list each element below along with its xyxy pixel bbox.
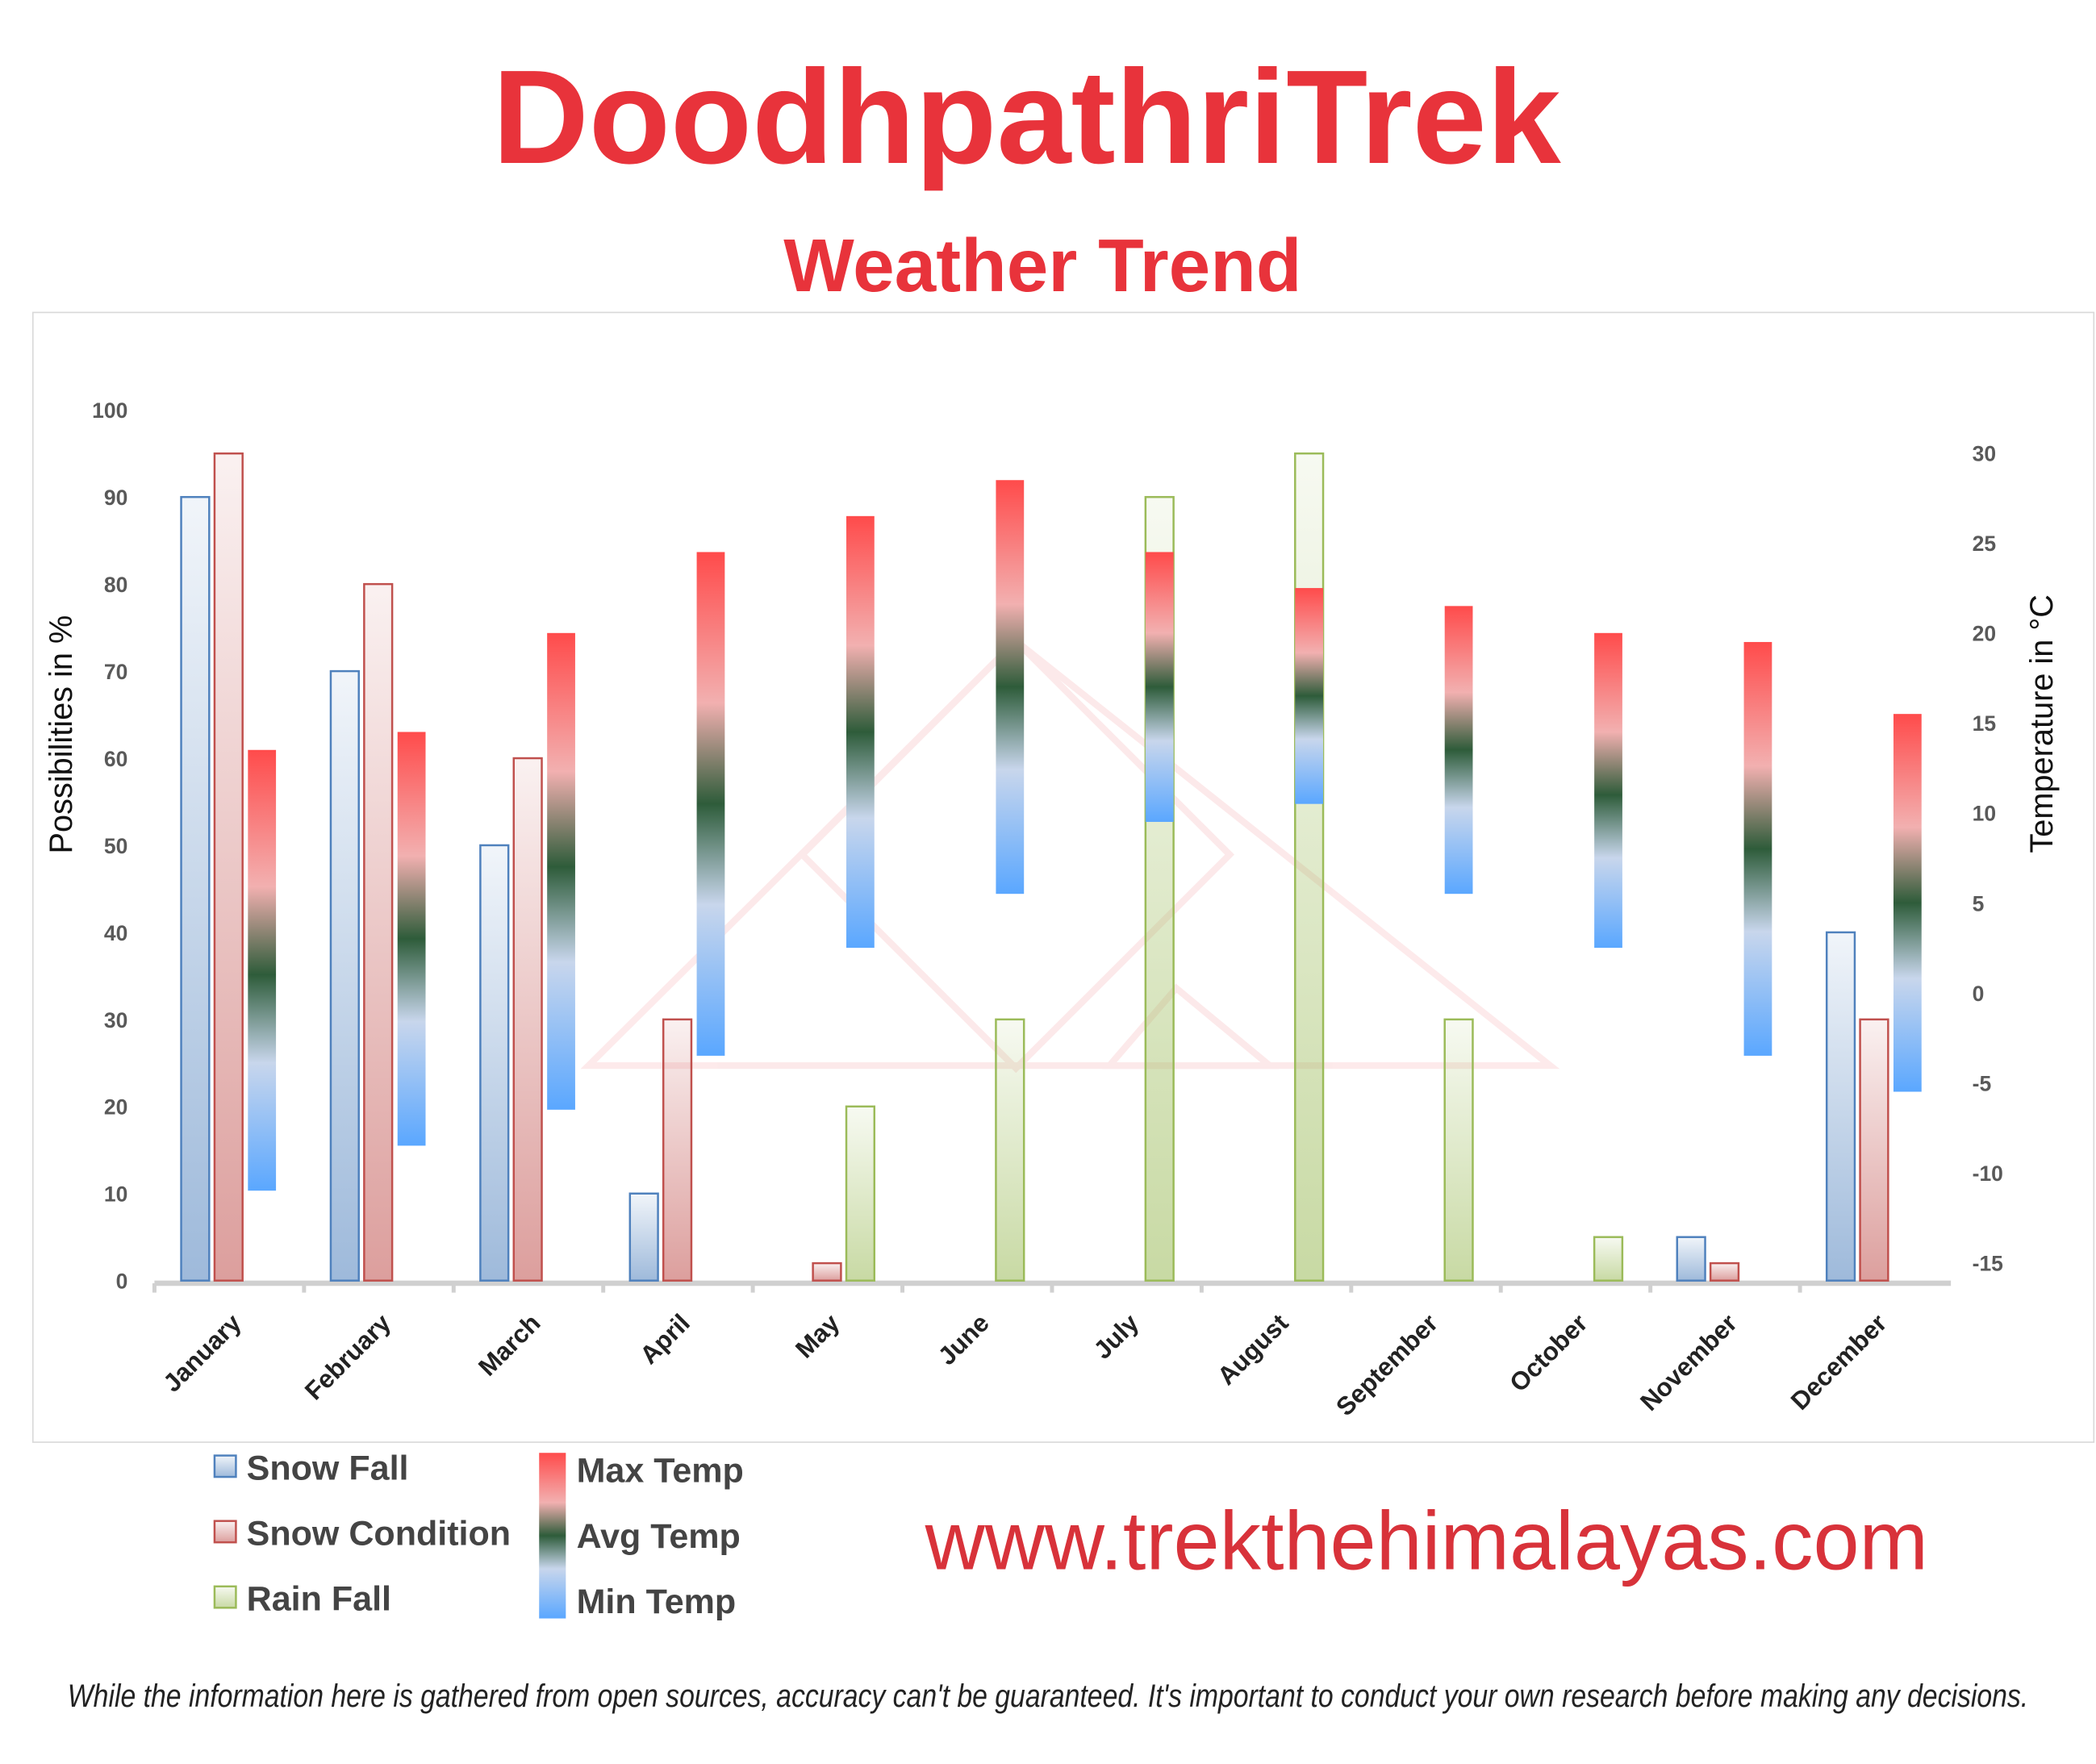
bar <box>479 844 510 1282</box>
x-tick-label: January <box>158 1308 247 1397</box>
y-tick-label: 50 <box>104 834 127 858</box>
legend-swatch <box>213 1454 237 1478</box>
y2-tick-label: 20 <box>1973 622 1996 646</box>
temperature-bar <box>1444 606 1473 895</box>
legend-swatch <box>213 1585 237 1609</box>
watermark <box>580 636 1560 1074</box>
y2-tick-label: 0 <box>1973 982 1985 1006</box>
bar <box>812 1261 842 1282</box>
legend-label: Min Temp <box>577 1583 737 1621</box>
bar <box>363 582 394 1282</box>
bar <box>1443 1018 1474 1282</box>
legend-label: Snow Condition <box>247 1514 511 1553</box>
y-tick-label: 90 <box>104 486 127 510</box>
x-tick-label: August <box>1212 1308 1294 1391</box>
temperature-bar <box>547 632 575 1110</box>
y-tick-label: 30 <box>104 1008 127 1032</box>
temperature-bar <box>1893 714 1922 1092</box>
bar <box>1825 931 1856 1282</box>
legend-swatch <box>213 1520 237 1544</box>
bar <box>512 757 543 1282</box>
y-tick-label: 80 <box>104 573 127 597</box>
y2-tick-label: -5 <box>1973 1071 1992 1095</box>
x-tick-label: December <box>1785 1309 1892 1416</box>
x-tick-label: March <box>473 1309 545 1382</box>
y2-tick-label: -10 <box>1973 1161 2003 1186</box>
y-tick-label: 70 <box>104 660 127 684</box>
legend-swatch <box>539 1453 566 1619</box>
legend-label: Rain Fall <box>247 1580 391 1619</box>
disclaimer: While the information here is gathered f… <box>68 1679 2028 1714</box>
y-tick-label: 60 <box>104 747 127 771</box>
bar <box>995 1018 1025 1282</box>
temperature-bar <box>1145 552 1174 822</box>
legend-label: Snow Fall <box>247 1449 409 1487</box>
bar <box>213 452 244 1282</box>
x-tick-label: November <box>1635 1309 1742 1416</box>
bar <box>1709 1261 1740 1282</box>
bar <box>662 1018 693 1282</box>
y2-tick-label: 5 <box>1973 891 1985 915</box>
bar <box>1593 1236 1624 1282</box>
temperature-bar <box>846 515 875 949</box>
x-tick-label: April <box>635 1309 695 1370</box>
website: www.trekthehimalayas.com <box>925 1494 1928 1587</box>
temperature-bar <box>1743 641 1772 1056</box>
bar <box>180 495 211 1282</box>
y-tick-label: 40 <box>104 921 127 945</box>
bar <box>845 1105 876 1282</box>
y-axis-label: Possibilities in % <box>44 615 79 854</box>
x-tick-label: July <box>1088 1308 1145 1365</box>
y-tick-label: 20 <box>104 1095 127 1120</box>
y2-tick-label: 25 <box>1973 532 1996 556</box>
temperature-bar <box>1295 588 1324 804</box>
bar <box>1294 452 1325 1282</box>
y2-tick-label: 15 <box>1973 711 1996 736</box>
y2-tick-label: 10 <box>1973 802 1996 826</box>
x-tick-label: February <box>299 1308 396 1405</box>
x-tick-label: June <box>933 1309 995 1371</box>
y-tick-label: 10 <box>104 1182 127 1207</box>
chart-title: DoodhpathriTrek <box>492 43 1561 192</box>
chart-subtitle: Weather Trend <box>783 223 1301 307</box>
y2-axis-label: Temperature in °C <box>2024 594 2060 853</box>
bar <box>1676 1236 1706 1282</box>
x-tick-label: September <box>1330 1309 1443 1422</box>
plot-frame <box>31 311 2095 1443</box>
temperature-bar <box>248 749 277 1191</box>
y2-tick-label: 30 <box>1973 442 1996 466</box>
legend-label: Avg Temp <box>577 1517 741 1556</box>
temperature-bar <box>996 480 1025 895</box>
bar <box>1859 1018 1889 1282</box>
legend-label: Max Temp <box>577 1452 744 1491</box>
bar <box>329 669 360 1282</box>
x-tick-label: October <box>1504 1309 1593 1398</box>
temperature-bar <box>397 732 426 1146</box>
x-tick-label: May <box>790 1308 845 1363</box>
y-tick-label: 100 <box>92 398 127 423</box>
temperature-bar <box>696 552 725 1056</box>
y2-tick-label: -15 <box>1973 1251 2003 1275</box>
temperature-bar <box>1594 632 1622 949</box>
bar <box>628 1192 659 1282</box>
y-tick-label: 0 <box>116 1270 128 1294</box>
